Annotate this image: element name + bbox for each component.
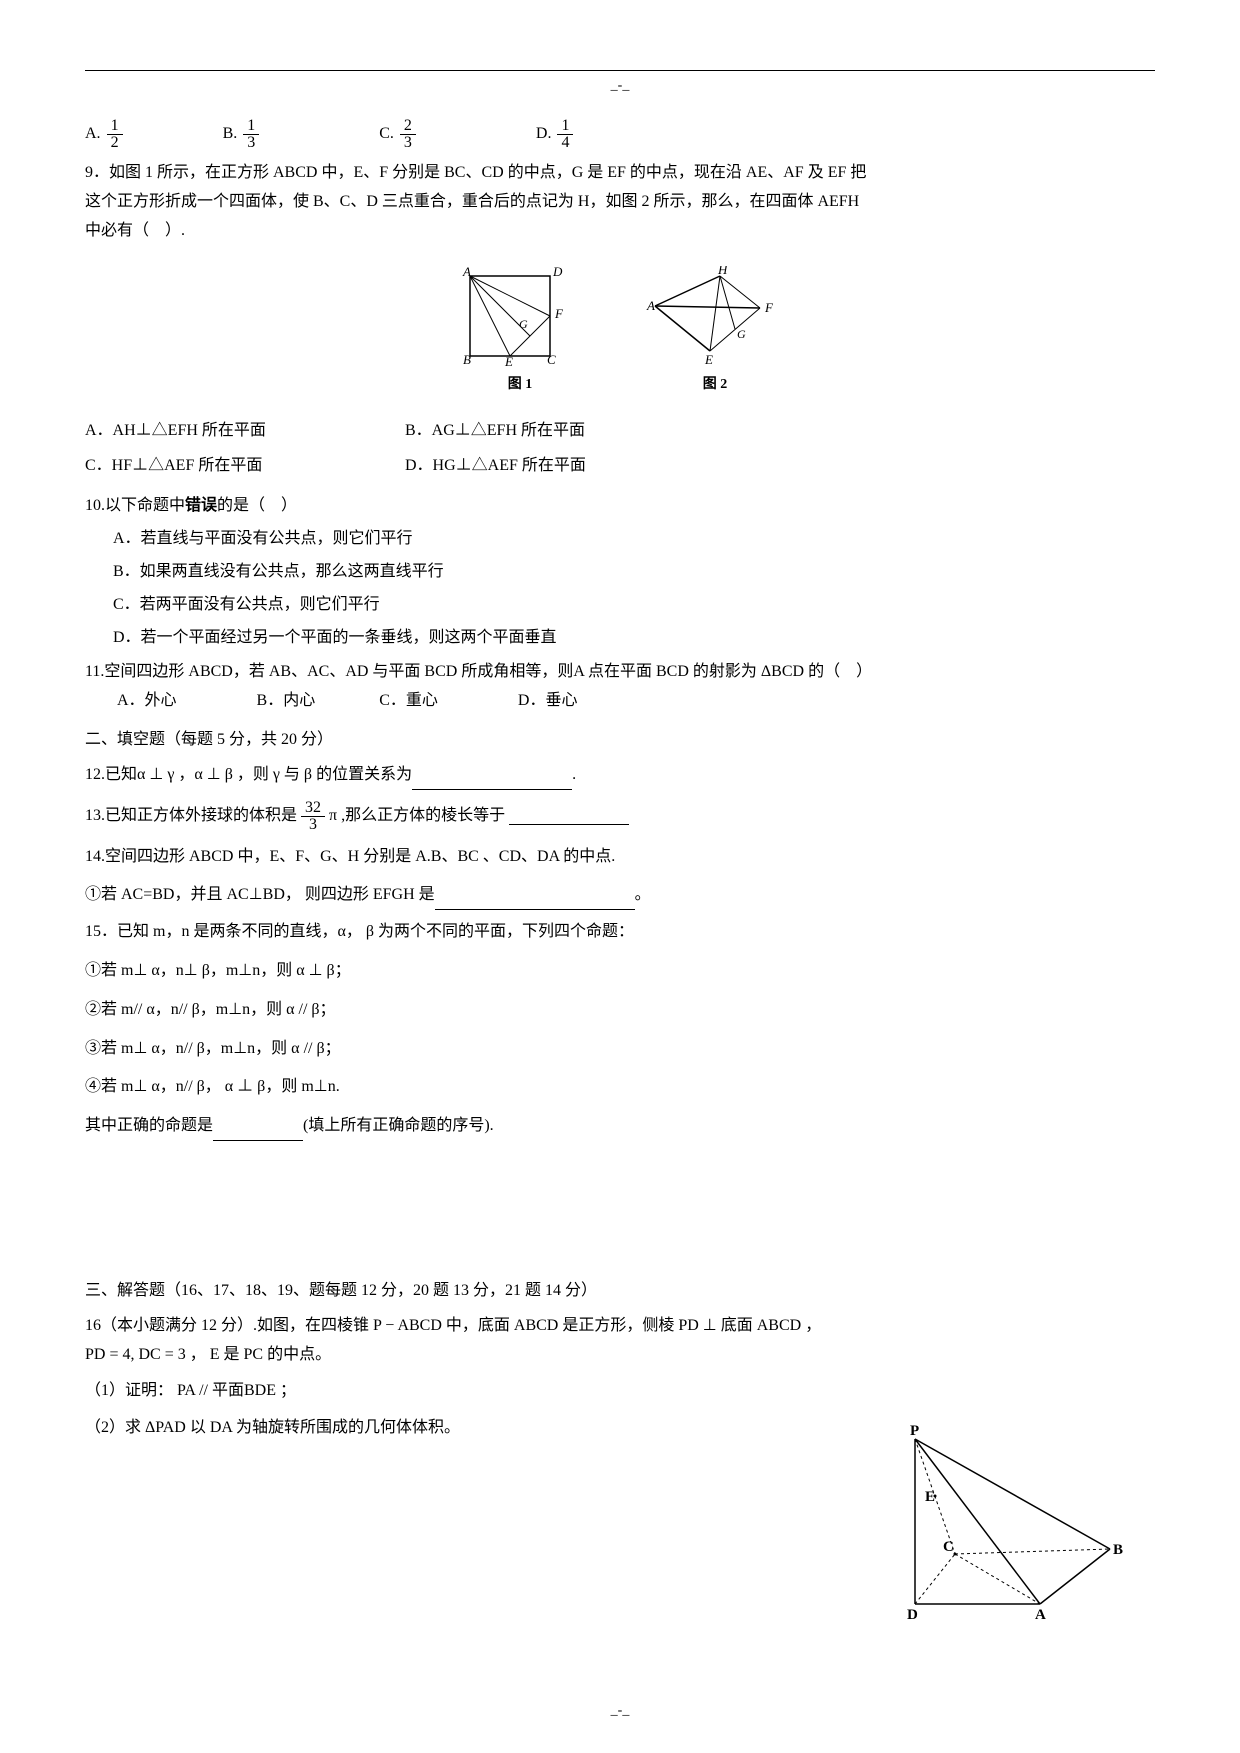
q15-ans-post: (填上所有正确命题的序号). — [303, 1117, 494, 1134]
q16-figure: P E C B D A — [885, 1419, 1125, 1630]
figure-1-block: A D B C E F G 图 1 — [455, 266, 585, 397]
q15-ans-pre: 其中正确的命题是 — [85, 1117, 213, 1134]
svg-text:G: G — [737, 327, 746, 341]
q13-post: π ,那么正方体的棱长等于 — [329, 802, 505, 831]
q15-p4: ④若 m⊥ α，n// β， α ⊥ β，则 m⊥n. — [85, 1073, 1155, 1102]
q14-sub-text: ①若 AC=BD，并且 AC⊥BD， 则四边形 EFGH 是 — [85, 886, 435, 903]
svg-text:E: E — [925, 1489, 935, 1505]
q10-d: D．若一个平面经过另一个平面的一条垂线，则这两个平面垂直 — [113, 624, 1155, 653]
question-12: 12.已知α ⊥ γ ，α ⊥ β ，则 γ 与 β 的位置关系为. — [85, 761, 1155, 790]
figure-2-block: A H E F G 图 2 — [645, 266, 785, 397]
q9-options-row2: C．HF⊥△AEF 所在平面 D．HG⊥△AEF 所在平面 — [85, 452, 1155, 481]
q9-option-c: C．HF⊥△AEF 所在平面 — [85, 452, 405, 481]
q10-stem-bold: 错误 — [185, 497, 217, 514]
q9-line3: 中必有（ ）. — [85, 217, 1155, 246]
figure-1-svg: A D B C E F G — [455, 266, 585, 366]
option-a-label: A. — [85, 120, 101, 149]
section-2-title: 二、填空题（每题 5 分，共 20 分） — [85, 726, 1155, 755]
q13-fraction: 32 3 — [301, 800, 325, 833]
q10-b: B．如果两直线没有公共点，那么这两直线平行 — [113, 558, 1155, 587]
q15-answer: 其中正确的命题是 (填上所有正确命题的序号). — [85, 1112, 1155, 1141]
question-9: 9．如图 1 所示，在正方形 ABCD 中，E、F 分别是 BC、CD 的中点，… — [85, 159, 1155, 245]
q10-stem-pre: 10.以下命题中 — [85, 497, 185, 514]
q9-option-a: A．AH⊥△EFH 所在平面 — [85, 417, 405, 446]
option-b-label: B. — [223, 120, 238, 149]
question-13: 13.已知正方体外接球的体积是 32 3 π ,那么正方体的棱长等于 — [85, 800, 1155, 833]
q11-line1: 11.空间四边形 ABCD，若 AB、AC、AD 与平面 BCD 所成角相等，则… — [85, 658, 1155, 687]
section-3-title: 三、解答题（16、17、18、19、题每题 12 分，20 题 13 分，21 … — [85, 1277, 1155, 1306]
q9-figures: A D B C E F G 图 1 A H E F G 图 2 — [85, 266, 1155, 397]
question-15-stem: 15．已知 m，n 是两条不同的直线，α， β 为两个不同的平面，下列四个命题： — [85, 918, 1155, 947]
figure-1-caption: 图 1 — [508, 372, 533, 397]
q15-p1: ①若 m⊥ α，n⊥ β，m⊥n，则 α ⊥ β； — [85, 957, 1155, 986]
q12-blank — [412, 772, 572, 790]
option-a-fraction: 1 2 — [107, 118, 123, 151]
question-options-row: A. 1 2 B. 1 3 C. 2 3 D. 1 4 — [85, 118, 1155, 151]
option-c: C. 2 3 — [379, 118, 416, 151]
page-top-marker: _-_ — [85, 70, 1155, 98]
svg-text:F: F — [554, 306, 564, 321]
svg-text:P: P — [910, 1423, 919, 1439]
question-11: 11.空间四边形 ABCD，若 AB、AC、AD 与平面 BCD 所成角相等，则… — [85, 658, 1155, 716]
svg-text:B: B — [463, 352, 471, 366]
option-c-fraction: 2 3 — [400, 118, 416, 151]
q9-options-row1: A．AH⊥△EFH 所在平面 B．AG⊥△EFH 所在平面 — [85, 417, 1155, 446]
question-10: 10.以下命题中错误的是（ ） A．若直线与平面没有公共点，则它们平行 B．如果… — [85, 492, 1155, 652]
svg-text:E: E — [504, 354, 513, 366]
q15-blank — [213, 1123, 303, 1141]
option-d-fraction: 1 4 — [557, 118, 573, 151]
figure-2-caption: 图 2 — [703, 372, 728, 397]
q15-p3: ③若 m⊥ α，n// β，m⊥n，则 α // β； — [85, 1035, 1155, 1064]
page-bottom-marker: _-_ — [611, 1698, 630, 1723]
q11-options: A．外心 B．内心 C．重心 D．垂心 — [85, 687, 1155, 716]
svg-text:F: F — [764, 300, 774, 315]
svg-text:C: C — [943, 1539, 954, 1555]
q13-blank — [509, 807, 629, 825]
q9-line2: 这个正方形折成一个四面体，使 B、C、D 三点重合，重合后的点记为 H，如图 2… — [85, 188, 1155, 217]
q13-pre: 13.已知正方体外接球的体积是 — [85, 802, 297, 831]
q10-a: A．若直线与平面没有公共点，则它们平行 — [113, 525, 1155, 554]
q10-options: A．若直线与平面没有公共点，则它们平行 B．如果两直线没有公共点，那么这两直线平… — [113, 525, 1155, 652]
q10-stem-post: 的是（ ） — [217, 497, 297, 514]
q14-end: 。 — [635, 886, 651, 903]
q9-line1: 9．如图 1 所示，在正方形 ABCD 中，E、F 分别是 BC、CD 的中点，… — [85, 159, 1155, 188]
q16-line1: 16（本小题满分 12 分）.如图，在四棱锥 P − ABCD 中，底面 ABC… — [85, 1312, 1155, 1341]
q12-end: . — [572, 766, 576, 783]
svg-text:D: D — [907, 1607, 918, 1619]
option-b-fraction: 1 3 — [243, 118, 259, 151]
option-d: D. 1 4 — [536, 118, 574, 151]
q15-p2: ②若 m// α，n// β，m⊥n，则 α // β； — [85, 996, 1155, 1025]
option-d-label: D. — [536, 120, 552, 149]
svg-text:B: B — [1113, 1542, 1123, 1558]
figure-2-svg: A H E F G — [645, 266, 785, 366]
svg-text:C: C — [547, 352, 556, 366]
svg-text:A: A — [646, 298, 655, 313]
svg-text:E: E — [704, 352, 713, 366]
svg-text:A: A — [462, 266, 471, 279]
option-b: B. 1 3 — [223, 118, 260, 151]
q16-part1: （1）证明： PA // 平面BDE ； — [85, 1377, 1155, 1406]
option-a: A. 1 2 — [85, 118, 123, 151]
option-c-label: C. — [379, 120, 394, 149]
q12-text: 12.已知α ⊥ γ ，α ⊥ β ，则 γ 与 β 的位置关系为 — [85, 766, 412, 783]
q14-blank — [435, 892, 635, 910]
question-14-sub: ①若 AC=BD，并且 AC⊥BD， 则四边形 EFGH 是 。 — [85, 881, 1155, 910]
svg-text:A: A — [1035, 1607, 1046, 1619]
q10-c: C．若两平面没有公共点，则它们平行 — [113, 591, 1155, 620]
svg-text:D: D — [552, 266, 563, 279]
q9-option-b: B．AG⊥△EFH 所在平面 — [405, 417, 585, 446]
q9-option-d: D．HG⊥△AEF 所在平面 — [405, 452, 586, 481]
question-14: 14.空间四边形 ABCD 中，E、F、G、H 分别是 A.B、BC 、CD、D… — [85, 843, 1155, 872]
svg-text:H: H — [717, 266, 728, 277]
q16-figure-svg: P E C B D A — [885, 1419, 1125, 1619]
q16-line2: PD = 4, DC = 3 ， E 是 PC 的中点。 — [85, 1341, 1155, 1370]
svg-text:G: G — [519, 317, 528, 331]
